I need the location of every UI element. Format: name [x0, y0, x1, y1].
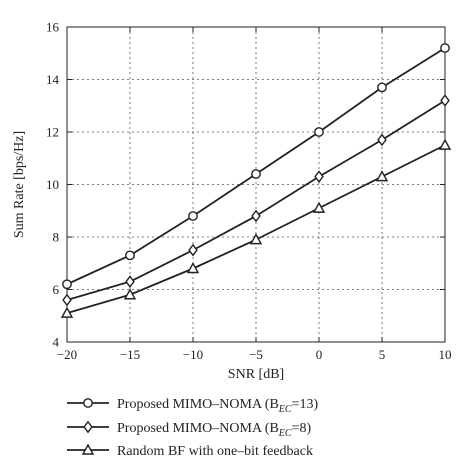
legend-label-main: Proposed MIMO–NOMA (B	[117, 421, 279, 436]
data-point-circle	[62, 279, 72, 290]
series-line-diamond	[66, 99, 446, 301]
legend-item: Proposed MIMO–NOMA (BEC=8)	[67, 420, 311, 439]
x-axis-label: SNR [dB]	[228, 367, 284, 382]
data-point-triangle	[312, 201, 326, 213]
data-point-triangle	[249, 233, 263, 245]
data-point-circle	[188, 211, 198, 221]
data-point-triangle	[123, 288, 137, 300]
legend-label-tail: =13)	[292, 397, 319, 412]
y-tick-label: 12	[46, 125, 59, 140]
legend-label: Random BF with one–bit feedback	[117, 444, 313, 459]
legend-label: Proposed MIMO–NOMA (BEC=13)	[117, 397, 318, 415]
series-layer	[60, 43, 452, 318]
x-tick-label: −15	[120, 347, 140, 362]
data-point-diamond	[125, 275, 135, 288]
series-triangle	[60, 138, 452, 318]
data-point-triangle	[186, 262, 200, 274]
x-tick-label: −5	[249, 347, 263, 362]
data-point-diamond	[62, 293, 72, 307]
data-point-diamond	[440, 94, 450, 107]
y-tick-label: 4	[53, 335, 60, 350]
legend-item: Random BF with one–bit feedback	[67, 443, 313, 459]
series-diamond	[62, 94, 450, 307]
x-tick-label: 5	[379, 347, 386, 362]
legend-label-subscript: EC	[278, 428, 292, 439]
data-point-diamond	[314, 170, 324, 183]
series-circle	[62, 43, 450, 290]
data-point-triangle	[60, 306, 74, 318]
x-tick-label: −20	[57, 347, 77, 362]
data-point-diamond	[188, 243, 198, 257]
y-tick-label: 14	[46, 72, 60, 87]
axis-ticks: −20 −15 −10 −5 0 5 10 4 6 8 10 12 14 16	[46, 20, 452, 363]
legend-circle-marker	[83, 398, 93, 408]
data-point-circle	[440, 43, 450, 53]
data-point-circle	[251, 169, 261, 179]
legend-label-main: Random BF with one–bit feedback	[117, 444, 313, 459]
y-tick-label: 8	[53, 230, 60, 245]
y-axis-label: Sum Rate [bps/Hz]	[12, 131, 27, 238]
x-tick-label: −10	[183, 347, 203, 362]
x-tick-label: 0	[316, 347, 323, 362]
x-tick-label: 10	[439, 347, 452, 362]
data-point-circle	[377, 82, 387, 93]
grid	[67, 27, 445, 342]
y-tick-label: 6	[53, 282, 60, 297]
legend-item: Proposed MIMO–NOMA (BEC=13)	[67, 397, 318, 415]
legend-label-main: Proposed MIMO–NOMA (B	[117, 397, 279, 412]
data-point-circle	[314, 127, 324, 137]
data-point-diamond	[377, 133, 387, 147]
legend-diamond-marker	[83, 420, 93, 434]
data-point-triangle	[375, 170, 389, 182]
legend: Proposed MIMO–NOMA (BEC=13)Proposed MIMO…	[67, 397, 318, 459]
legend-triangle-marker	[81, 443, 95, 455]
y-tick-label: 16	[46, 20, 60, 35]
legend-label-tail: =8)	[292, 421, 312, 436]
data-point-diamond	[251, 209, 261, 223]
legend-label-subscript: EC	[278, 404, 292, 415]
legend-label: Proposed MIMO–NOMA (BEC=8)	[117, 421, 311, 439]
y-tick-label: 10	[46, 177, 59, 192]
data-point-circle	[125, 250, 135, 261]
data-point-triangle	[438, 138, 452, 150]
